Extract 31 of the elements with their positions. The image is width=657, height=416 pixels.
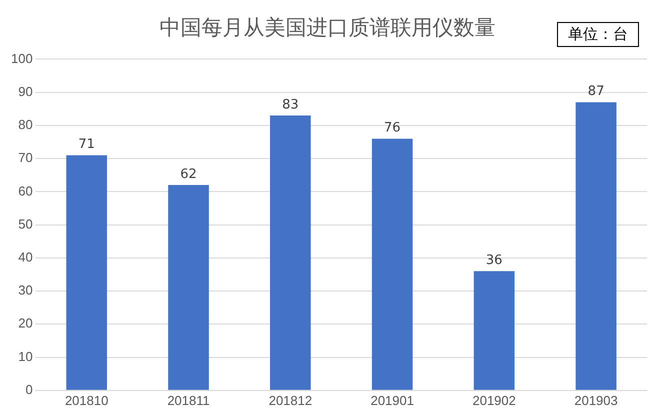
y-tick-label: 100 bbox=[10, 50, 33, 66]
x-tick-label: 201902 bbox=[472, 392, 516, 408]
y-tick-label: 10 bbox=[18, 348, 33, 364]
data-label: 62 bbox=[180, 166, 197, 182]
bar bbox=[270, 116, 311, 390]
x-tick-label: 201811 bbox=[167, 392, 210, 408]
text: 单位：台 bbox=[557, 22, 639, 47]
data-label: 76 bbox=[384, 120, 401, 136]
y-tick-label: 70 bbox=[18, 150, 33, 166]
y-tick-label: 30 bbox=[18, 282, 33, 298]
y-tick-label: 90 bbox=[18, 84, 33, 99]
y-tick-label: 60 bbox=[18, 183, 33, 198]
bar bbox=[576, 102, 616, 390]
x-tick-label: 201812 bbox=[268, 392, 312, 408]
y-tick-label: 50 bbox=[18, 216, 33, 232]
y-tick-label: 20 bbox=[18, 316, 33, 331]
data-label: 36 bbox=[486, 253, 502, 268]
x-tick-label: 201901 bbox=[370, 392, 414, 408]
x-tick-label: 201810 bbox=[64, 392, 108, 408]
bar bbox=[474, 271, 515, 390]
chart-title: 中国每月从美国进口质谱联用仪数量 bbox=[160, 16, 496, 40]
y-tick-label: 80 bbox=[18, 117, 33, 132]
y-tick-label: 40 bbox=[18, 250, 33, 264]
y-tick-label: 0 bbox=[25, 382, 33, 397]
data-label: 83 bbox=[282, 97, 299, 112]
data-label: 87 bbox=[588, 84, 604, 100]
data-label: 71 bbox=[78, 137, 95, 152]
bar bbox=[66, 155, 108, 390]
x-tick-label: 201903 bbox=[574, 392, 618, 408]
bar bbox=[168, 185, 209, 390]
bar bbox=[372, 138, 413, 390]
